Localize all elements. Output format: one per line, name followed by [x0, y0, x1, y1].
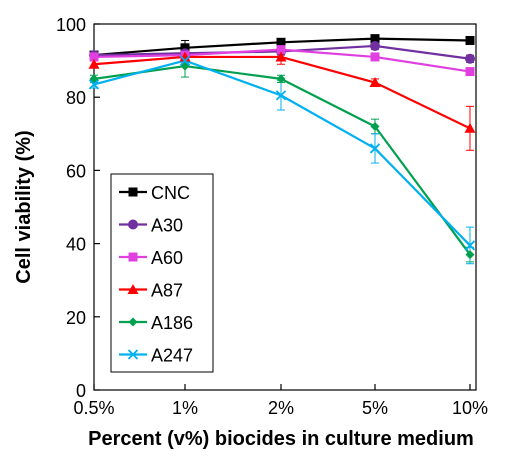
series-markers [88, 34, 476, 260]
legend-label-cnc: CNC [151, 183, 190, 203]
point-a247-stroke-b [88, 79, 100, 90]
point-a87 [275, 51, 287, 62]
point-a60 [89, 52, 99, 62]
x-axis-label: Percent (v%) biocides in culture medium [88, 428, 474, 450]
legend-label-a186: A186 [151, 313, 193, 333]
legend-box [110, 173, 214, 373]
legend-marker-a30 [128, 219, 138, 230]
y-tick-label: 20 [66, 308, 86, 328]
legend-marker-a186 [128, 317, 138, 327]
point-cnc [370, 34, 380, 44]
legend-marker-a60 [128, 252, 138, 262]
point-a247 [88, 79, 100, 90]
point-a247 [179, 55, 191, 66]
point-a30 [465, 53, 475, 64]
point-a247-stroke-b [179, 55, 191, 66]
legend-marker-a87 [127, 284, 139, 294]
x-tick-label: 2% [268, 398, 294, 418]
point-a87 [464, 122, 476, 133]
axis-ticks: 0 20 40 60 80 100 0.5% 1% 2% 5% 10% [56, 15, 488, 418]
x-tick-label: 1% [172, 398, 198, 418]
legend-label-a247: A247 [151, 346, 193, 366]
x-tick-label: 0.5% [73, 398, 114, 418]
point-cnc [180, 43, 190, 53]
point-a247 [369, 143, 381, 154]
point-a186 [276, 74, 286, 84]
point-a87 [369, 77, 381, 88]
y-tick-label: 80 [66, 88, 86, 108]
point-a87 [88, 58, 100, 69]
legend-marker-a247-stroke-b [127, 349, 139, 360]
point-a247-stroke-b [464, 240, 476, 251]
legend-marker-cnc [128, 187, 138, 197]
point-a186 [370, 121, 380, 131]
legend-marker-a247 [127, 349, 139, 360]
point-cnc [465, 35, 475, 45]
x-tick-label: 10% [452, 398, 488, 418]
y-tick-label: 100 [56, 15, 86, 35]
point-cnc [276, 37, 286, 47]
legend-label-a30: A30 [151, 216, 183, 236]
point-a247 [464, 240, 476, 251]
legend: CNC A30 A60 A87 A186 A247 [110, 173, 214, 373]
point-a60 [276, 45, 286, 55]
point-a30 [370, 40, 380, 51]
point-a60 [465, 67, 475, 77]
y-tick-label: 60 [66, 161, 86, 181]
point-a186 [465, 250, 475, 260]
x-tick-label: 5% [362, 398, 388, 418]
y-tick-label: 40 [66, 235, 86, 255]
y-tick-label: 0 [76, 381, 86, 401]
legend-label-a87: A87 [151, 281, 183, 301]
y-axis-label: Cell viability (%) [13, 130, 35, 283]
point-a247-stroke-b [369, 143, 381, 154]
point-a247-stroke-b [275, 90, 287, 101]
point-a247 [275, 90, 287, 101]
legend-label-a60: A60 [151, 248, 183, 268]
point-a60 [370, 52, 380, 62]
